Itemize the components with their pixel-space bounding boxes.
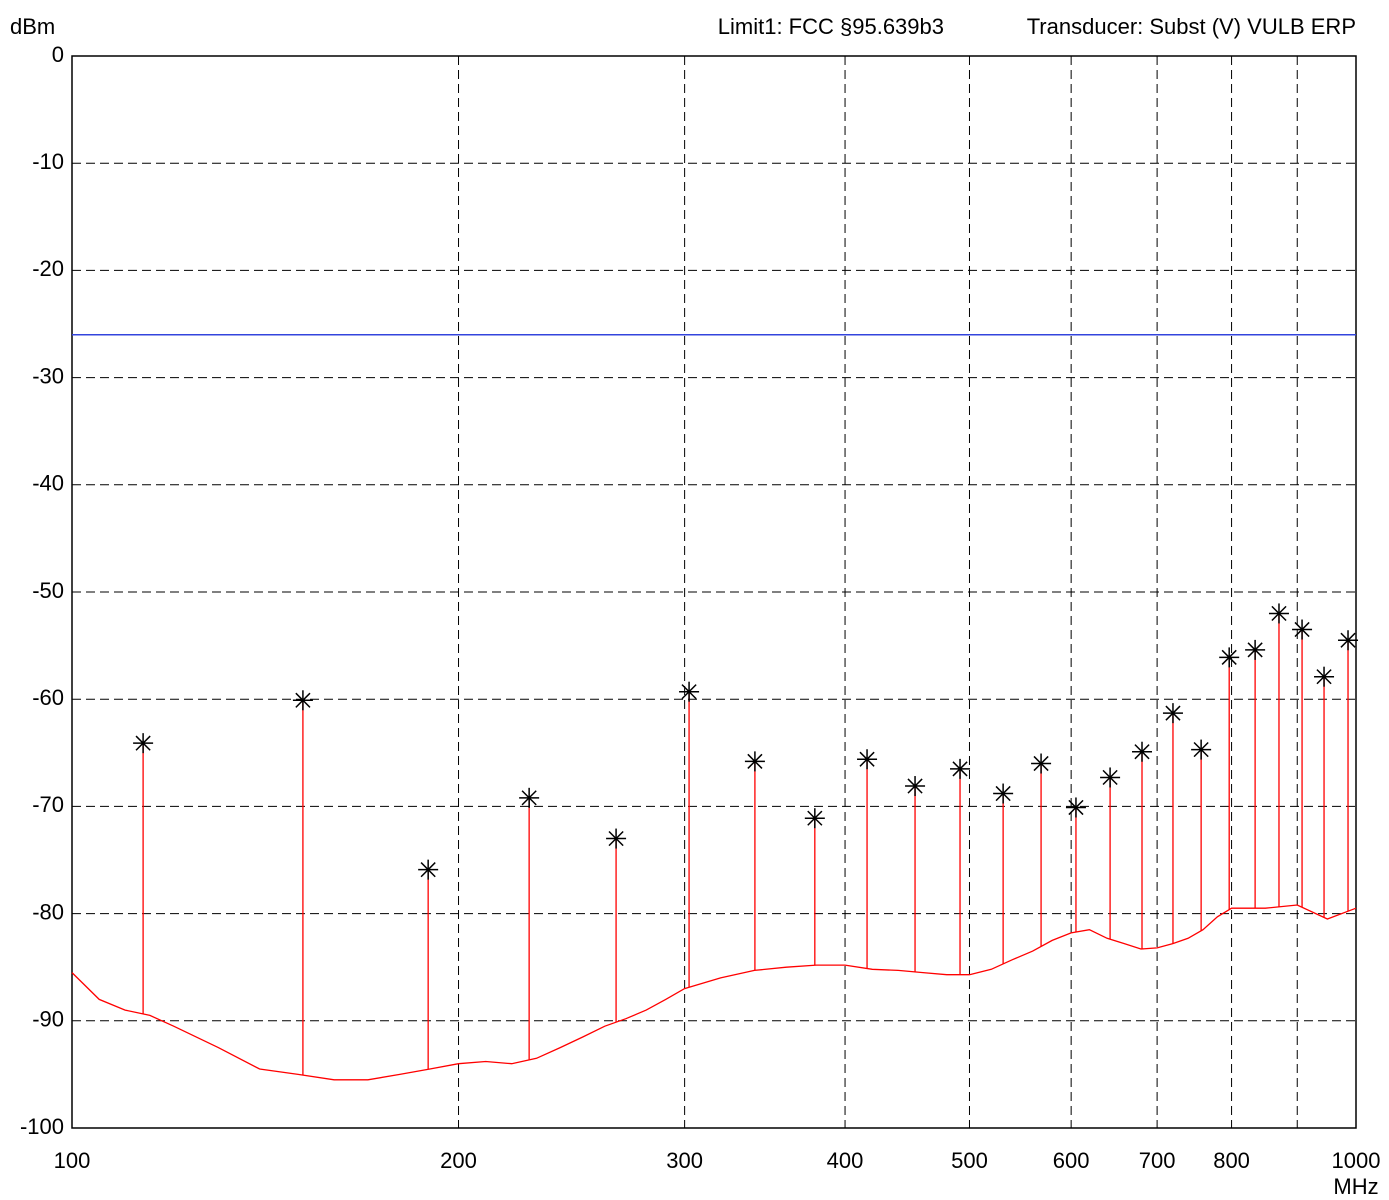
peak-marker	[804, 808, 825, 829]
x-tick-label: 600	[1053, 1148, 1090, 1173]
y-tick-label: -50	[32, 578, 64, 603]
marker-stroke	[295, 692, 311, 708]
marker-stroke	[420, 862, 436, 878]
x-tick-label: 200	[440, 1148, 477, 1173]
marker-stroke	[1271, 605, 1287, 622]
trace	[71, 904, 1357, 1081]
y-tick-label: -20	[32, 256, 64, 281]
marker-stroke	[1294, 621, 1310, 638]
peak-marker	[292, 690, 313, 711]
marker-stroke	[521, 790, 537, 806]
marker-stroke	[1134, 744, 1150, 760]
marker-stroke	[1068, 799, 1084, 816]
peak-marker	[1132, 741, 1153, 762]
peak-marker	[1338, 630, 1359, 651]
peak-marker	[1245, 639, 1266, 660]
y-tick-label: -30	[32, 363, 64, 388]
x-tick-label: 500	[951, 1148, 988, 1173]
y-tick-label: -80	[32, 899, 64, 924]
marker-stroke	[1340, 632, 1356, 648]
peak-marker	[1292, 619, 1313, 640]
transducer-label: Transducer: Subst (V) VULB ERP	[1027, 14, 1356, 39]
marker-stroke	[907, 778, 923, 794]
marker-stroke	[995, 785, 1011, 802]
peak-marker	[1100, 767, 1121, 788]
x-tick-label: 400	[827, 1148, 864, 1173]
peak-marker	[418, 859, 439, 880]
peak-marker	[1191, 739, 1212, 760]
peak-marker	[1162, 703, 1183, 724]
plot-frame	[71, 55, 1357, 1129]
x-tick-label: 300	[666, 1148, 703, 1173]
peak-marker	[993, 783, 1014, 804]
y-tick-label: -70	[32, 792, 64, 817]
peak-marker	[133, 733, 154, 754]
x-tick-label: 800	[1213, 1148, 1250, 1173]
y-tick-label: 0	[52, 42, 64, 67]
marker-stroke	[952, 761, 968, 777]
marker-stroke	[1193, 741, 1209, 758]
marker-stroke	[1033, 755, 1049, 772]
x-tick-label: 1000	[1332, 1148, 1381, 1173]
peak-marker	[1219, 647, 1240, 668]
marker-stroke	[1165, 705, 1181, 721]
marker-stroke	[1221, 649, 1237, 665]
peak-marker	[606, 828, 627, 849]
marker-stroke	[1102, 769, 1118, 786]
peak-marker	[857, 749, 878, 770]
marker-stroke	[859, 751, 875, 767]
peak-marker	[679, 681, 700, 702]
peak-marker	[1314, 666, 1335, 687]
y-tick-label: -60	[32, 685, 64, 710]
marker-stroke	[807, 810, 823, 826]
marker-stroke	[135, 735, 151, 751]
marker-stroke	[1316, 669, 1332, 685]
peak-marker	[1268, 603, 1289, 624]
peak-marker	[519, 787, 540, 808]
marker-stroke	[747, 753, 763, 769]
peak-marker	[1065, 797, 1086, 818]
x-axis-label: MHz	[1333, 1174, 1378, 1199]
y-tick-label: -10	[32, 149, 64, 174]
y-tick-label: -100	[20, 1114, 64, 1139]
marker-stroke	[1247, 642, 1263, 658]
peak-marker	[1031, 753, 1052, 774]
y-axis-label: dBm	[10, 14, 55, 39]
x-tick-label: 100	[54, 1148, 91, 1173]
y-tick-label: -90	[32, 1007, 64, 1032]
peak-marker	[744, 751, 765, 772]
x-tick-label: 700	[1139, 1148, 1176, 1173]
marker-stroke	[608, 830, 624, 847]
peak-marker	[950, 758, 971, 779]
peak-marker	[905, 776, 926, 797]
marker-stroke	[681, 684, 697, 700]
limit-label: Limit1: FCC §95.639b3	[718, 14, 944, 39]
y-tick-label: -40	[32, 471, 64, 496]
